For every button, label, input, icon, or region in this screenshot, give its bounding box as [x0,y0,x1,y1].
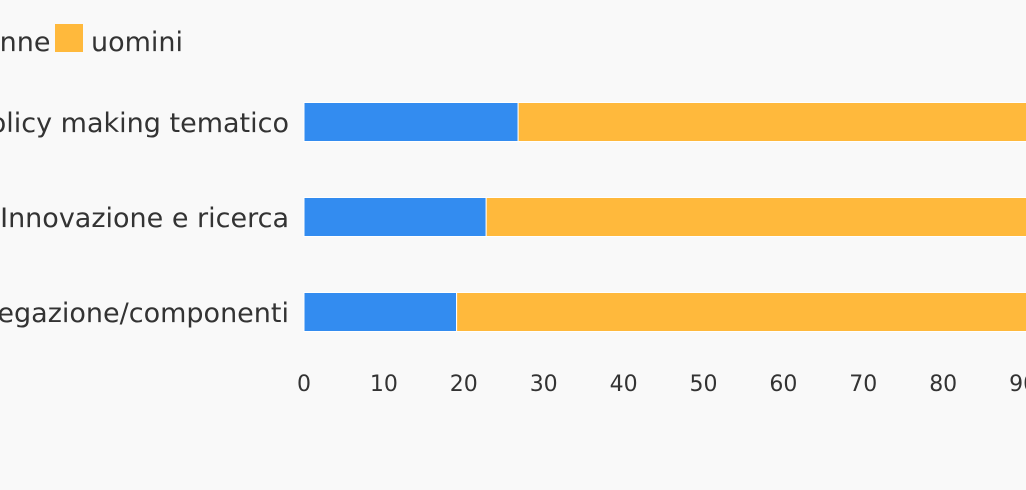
bar-donne-2 [303,197,487,237]
x-axis-ticks: 0102030405060708090100 [297,372,1026,397]
bar-uomini-3 [456,292,1026,332]
legend-label-donne: donne [0,27,51,58]
x-tick-label: 70 [849,372,877,397]
bar-uomini-1 [517,102,1026,142]
x-tick-label: 40 [610,372,638,397]
legend-label-uomini: uomini [91,27,183,58]
category-labels: Policy making tematico Innovazione e rice… [0,108,289,329]
x-tick-label: 0 [297,372,311,397]
x-tick-label: 60 [769,372,797,397]
bar-uomini-2 [485,197,1026,237]
x-tick-label: 10 [370,372,398,397]
bar-donne-3 [303,292,458,332]
x-tick-label: 80 [929,372,957,397]
bars [303,102,1026,332]
category-label: Innovazione e ricerca [0,203,289,234]
x-tick-label: 90 [1009,372,1026,397]
legend: donne uomini [0,24,183,58]
category-label: Policy making tematico [0,108,289,139]
legend-swatch-uomini [55,24,83,52]
x-tick-label: 50 [690,372,718,397]
x-tick-label: 30 [530,372,558,397]
x-tick-label: 20 [450,372,478,397]
bar-donne-1 [303,102,519,142]
category-label: Delegazione/componenti [0,298,289,329]
